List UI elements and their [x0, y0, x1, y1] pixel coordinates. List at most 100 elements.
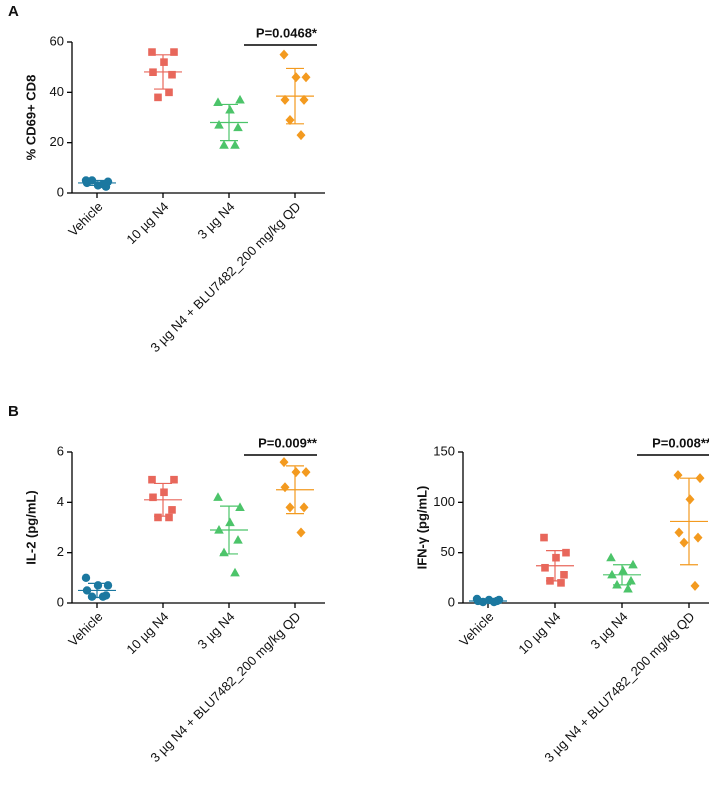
data-point	[690, 580, 700, 591]
x-tick-label: Vehicle	[65, 199, 105, 239]
data-point	[98, 592, 108, 601]
data-point	[546, 577, 554, 585]
data-point	[168, 70, 176, 79]
x-tick-label: 3 µg N4	[195, 199, 238, 242]
y-axis-label: IFN-γ (pg/mL)	[414, 486, 429, 570]
data-point	[82, 586, 92, 595]
data-point	[235, 94, 245, 104]
x-tick-label: Vehicle	[65, 609, 105, 649]
data-point	[291, 72, 301, 83]
data-point	[679, 537, 689, 548]
y-tick-label: 4	[57, 494, 64, 509]
data-point	[93, 581, 103, 590]
panel-label: A	[8, 3, 19, 20]
data-point	[149, 493, 157, 502]
data-point	[233, 122, 243, 132]
y-tick-label: 6	[57, 443, 64, 458]
data-point	[235, 502, 245, 511]
x-tick-label: 3 µg N4	[588, 609, 631, 652]
data-point	[279, 49, 289, 60]
data-point	[233, 535, 243, 544]
data-point	[557, 579, 565, 587]
y-tick-label: 40	[50, 84, 64, 99]
data-point	[552, 553, 560, 562]
data-point	[612, 579, 622, 589]
x-tick-label: 3 µg N4 + BLU7482_200 mg/kg QD	[147, 609, 303, 765]
data-point	[562, 548, 570, 557]
data-point	[165, 513, 173, 522]
data-point	[225, 517, 235, 527]
data-point	[685, 494, 695, 505]
y-tick-label: 0	[448, 594, 455, 609]
data-point	[87, 592, 97, 601]
data-point	[623, 583, 633, 593]
data-point	[148, 48, 156, 56]
data-point	[280, 94, 290, 105]
x-tick-label: 10 µg N4	[123, 199, 171, 247]
data-point	[149, 68, 157, 76]
data-point	[693, 532, 703, 543]
data-point	[285, 115, 295, 126]
data-point	[618, 565, 628, 575]
data-point	[607, 569, 617, 579]
data-point	[673, 470, 683, 481]
y-tick-label: 100	[433, 494, 455, 509]
data-point	[541, 563, 549, 572]
data-point	[160, 488, 168, 497]
data-point	[219, 547, 229, 557]
data-point	[170, 48, 178, 56]
data-point	[489, 597, 499, 607]
data-point	[301, 72, 311, 83]
data-point	[540, 533, 548, 542]
data-point	[301, 467, 311, 478]
data-point	[285, 502, 295, 513]
data-point	[628, 559, 638, 569]
x-tick-label: 3 µg N4 + BLU7482_200 mg/kg QD	[147, 199, 303, 355]
data-point	[219, 140, 229, 149]
data-point	[291, 467, 301, 478]
data-point	[695, 473, 705, 484]
data-point	[168, 506, 176, 514]
data-point	[674, 527, 684, 538]
data-point	[98, 179, 108, 189]
data-point	[230, 567, 240, 577]
panel-label: B	[8, 403, 19, 420]
significance-label: P=0.0468*	[256, 25, 318, 40]
x-tick-label: 10 µg N4	[123, 609, 171, 657]
data-point	[160, 58, 168, 66]
data-point	[280, 482, 290, 493]
data-point	[213, 97, 223, 106]
data-point	[296, 527, 306, 538]
data-point	[214, 120, 224, 129]
data-point	[165, 88, 173, 97]
y-tick-label: 0	[57, 594, 64, 609]
data-point	[606, 552, 616, 562]
data-point	[230, 140, 240, 149]
y-tick-label: 20	[50, 134, 64, 149]
data-point	[87, 176, 97, 185]
data-point	[214, 525, 224, 534]
y-tick-label: 2	[57, 544, 64, 559]
data-point	[299, 94, 309, 105]
y-axis-label: IL-2 (pg/mL)	[23, 490, 38, 564]
data-point	[299, 502, 309, 513]
x-tick-label: 3 µg N4 + BLU7482_200 mg/kg QD	[541, 609, 697, 765]
x-tick-label: 10 µg N4	[515, 609, 563, 657]
data-point	[296, 130, 306, 141]
y-tick-label: 60	[50, 33, 64, 48]
data-point	[154, 93, 162, 102]
data-point	[478, 597, 488, 607]
x-tick-label: Vehicle	[456, 609, 496, 649]
data-point	[279, 457, 289, 468]
data-point	[225, 104, 235, 114]
significance-label: P=0.009**	[258, 435, 318, 450]
data-point	[213, 492, 223, 501]
data-point	[148, 475, 156, 484]
significance-label: P=0.008**	[652, 435, 709, 450]
y-tick-label: 150	[433, 443, 455, 458]
data-point	[103, 581, 113, 590]
data-point	[81, 573, 91, 583]
data-point	[170, 475, 178, 484]
data-point	[154, 513, 162, 522]
